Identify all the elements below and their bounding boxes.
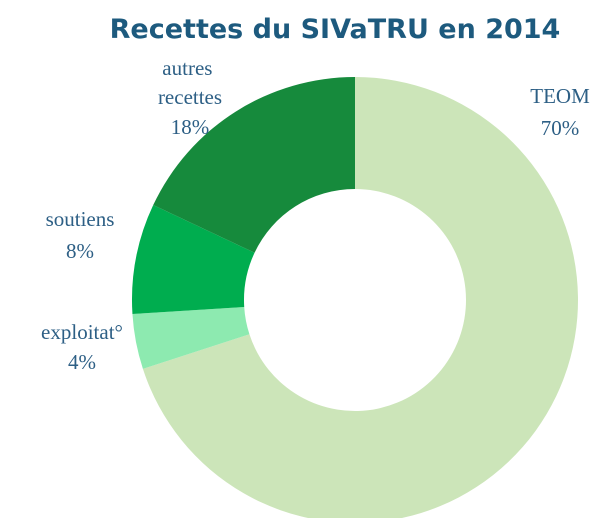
donut-slice (132, 306, 250, 369)
donut-slice (132, 205, 255, 315)
value-label: 18% (171, 115, 210, 139)
category-label: TEOM (530, 84, 590, 108)
value-label: 8% (66, 239, 94, 263)
value-label: 70% (541, 116, 580, 140)
donut-slice (153, 77, 355, 253)
label-line: exploitat° (41, 320, 123, 344)
label-line: recettes (158, 85, 222, 109)
chart-title: Recettes du SIVaTRU en 2014 (110, 14, 561, 45)
label-line: TEOM (530, 84, 590, 108)
category-label: autres recettes (158, 56, 222, 109)
label-line: autres (162, 56, 217, 80)
donut-slice (142, 77, 578, 518)
category-label: exploitat° (41, 320, 123, 344)
category-label: soutiens (46, 207, 115, 231)
label-line: soutiens (46, 207, 115, 231)
value-label: 4% (68, 350, 96, 374)
